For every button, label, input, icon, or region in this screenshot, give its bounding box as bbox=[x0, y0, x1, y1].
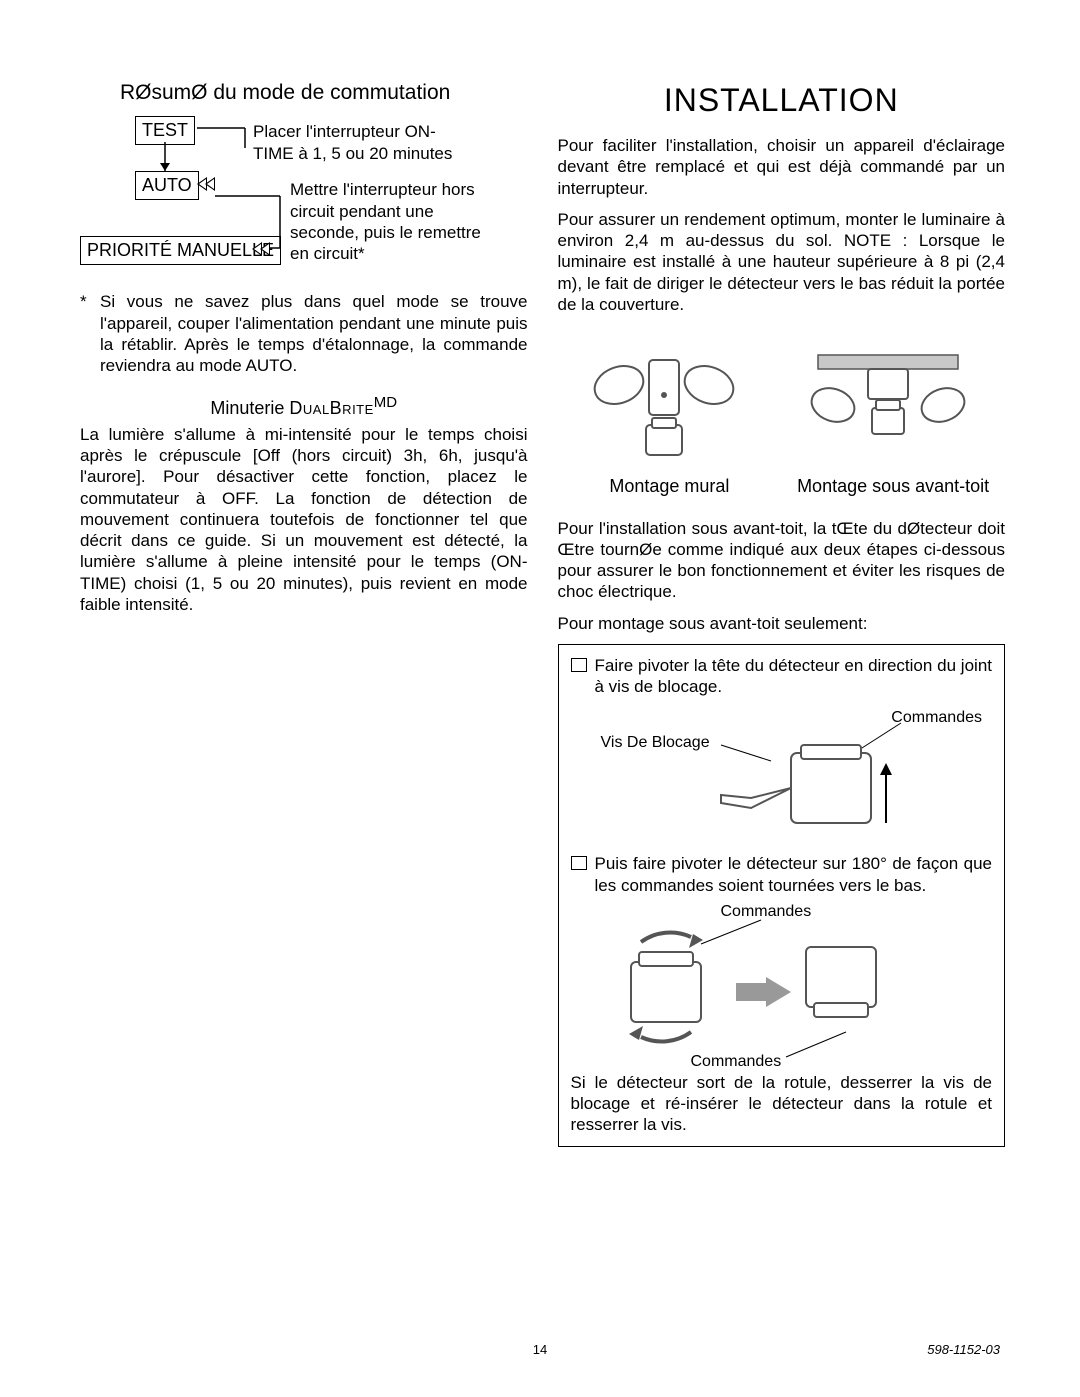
page-number: 14 bbox=[533, 1342, 547, 1357]
figure-1: Commandes Vis De Blocage bbox=[571, 703, 993, 853]
step-2: Puis faire pivoter le détecteur sur 180°… bbox=[571, 853, 993, 896]
mode-manual-box: PRIORITÉ MANUELLE bbox=[80, 236, 281, 265]
page-footer: 14 598-1152-03 bbox=[0, 1342, 1080, 1357]
mode-auto-box: AUTO bbox=[135, 171, 199, 200]
label-wall: Montage mural bbox=[569, 475, 770, 498]
checkbox-icon bbox=[571, 856, 587, 870]
checkbox-icon bbox=[571, 658, 587, 672]
step-1: Faire pivoter la tête du détecteur en di… bbox=[571, 655, 993, 698]
subhead-sup: MD bbox=[374, 394, 397, 411]
subhead-b: DualBrite bbox=[289, 398, 373, 418]
mode-diagram: TEST AUTO PRIORITÉ MANUELLE bbox=[135, 116, 528, 286]
star-note-text: Si vous ne savez plus dans quel mode se … bbox=[100, 291, 528, 376]
step-2-text: Puis faire pivoter le détecteur sur 180°… bbox=[595, 853, 993, 896]
figure-2-svg bbox=[571, 902, 993, 1072]
step-3-text: Si le détecteur sort de la rotule, desse… bbox=[571, 1072, 993, 1136]
diag-text-1: Placer l'interrupteur ON-TIME à 1, 5 ou … bbox=[253, 121, 473, 164]
install-para-4: Pour montage sous avant-toit seulement: bbox=[558, 613, 1006, 634]
callout-commandes-1: Commandes bbox=[891, 708, 982, 728]
install-para-1: Pour faciliter l'installation, choisir u… bbox=[558, 135, 1006, 199]
left-title: RØsumØ du mode de commutation bbox=[120, 80, 528, 106]
install-para-2: Pour assurer un rendement optimum, monte… bbox=[558, 209, 1006, 315]
mount-figures bbox=[558, 330, 1006, 470]
right-column: INSTALLATION Pour faciliter l'installati… bbox=[558, 80, 1006, 1147]
dualbrite-para: La lumière s'allume à mi-intensité pour … bbox=[80, 424, 528, 615]
callout-commandes-2: Commandes bbox=[721, 902, 812, 922]
callout-commandes-3: Commandes bbox=[691, 1052, 782, 1072]
install-title: INSTALLATION bbox=[558, 80, 1006, 120]
doc-number: 598-1152-03 bbox=[927, 1342, 1000, 1357]
mode-test-box: TEST bbox=[135, 116, 195, 145]
left-column: RØsumØ du mode de commutation TEST AUTO … bbox=[80, 80, 528, 1147]
eave-mount-icon bbox=[788, 350, 988, 470]
figure-2: Commandes Commandes bbox=[571, 902, 993, 1072]
install-para-3: Pour l'installation sous avant-toit, la … bbox=[558, 518, 1006, 603]
callout-vis: Vis De Blocage bbox=[601, 733, 710, 753]
dualbrite-heading: Minuterie DualBriteMD bbox=[80, 394, 528, 420]
subhead-a: Minuterie bbox=[210, 398, 289, 418]
step-1-text: Faire pivoter la tête du détecteur en di… bbox=[595, 655, 993, 698]
arrow-icon bbox=[205, 177, 215, 191]
label-eave: Montage sous avant-toit bbox=[792, 475, 993, 498]
star-note: * Si vous ne savez plus dans quel mode s… bbox=[80, 291, 528, 376]
arrow-icon bbox=[260, 242, 270, 256]
wall-mount-icon bbox=[574, 350, 754, 470]
diag-text-2: Mettre l'interrupteur hors circuit penda… bbox=[290, 179, 485, 264]
steps-box: Faire pivoter la tête du détecteur en di… bbox=[558, 644, 1006, 1147]
asterisk: * bbox=[80, 291, 100, 376]
mount-labels: Montage mural Montage sous avant-toit bbox=[558, 475, 1006, 498]
